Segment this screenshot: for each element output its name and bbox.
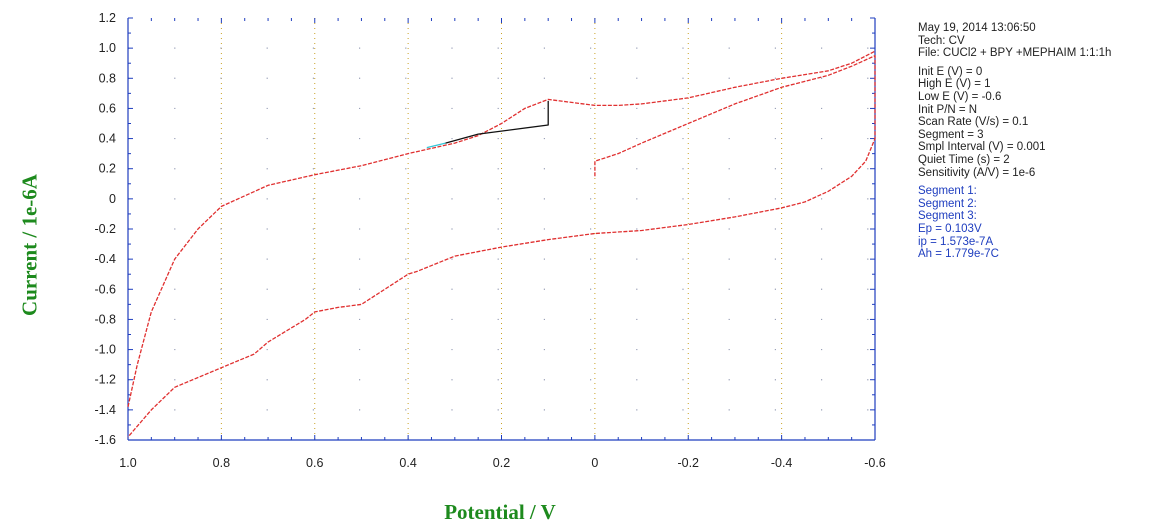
- info-param: High E (V) = 1: [918, 78, 991, 91]
- x-tick-label: 0: [591, 456, 598, 470]
- x-axis-label: Potential / V: [444, 500, 556, 524]
- y-tick-label: 0.6: [99, 101, 116, 115]
- y-tick-label: -1.4: [94, 403, 116, 417]
- info-date: May 19, 2014 13:06:50: [918, 22, 1036, 34]
- axis-layer: [127, 17, 876, 441]
- info-param: Init E (V) = 0: [918, 65, 983, 78]
- y-tick-label: 0.8: [99, 71, 116, 85]
- experiment-info-panel: May 19, 2014 13:06:50 Tech: CV File: CUC…: [918, 22, 1173, 261]
- series-layer: [127, 50, 876, 438]
- info-param: Scan Rate (V/s) = 0.1: [918, 116, 1029, 129]
- segment-info: Ep = 0.103V: [918, 222, 982, 235]
- info-tech: Tech: CV: [918, 34, 965, 47]
- y-tick-label: -0.4: [94, 252, 116, 266]
- x-tick-label: 0.8: [213, 456, 230, 470]
- y-tick-label: 0.4: [99, 132, 116, 146]
- y-tick-label: -0.6: [94, 282, 116, 296]
- y-tick-label: 1.2: [99, 11, 116, 25]
- series-line-3: [426, 142, 446, 149]
- x-tick-label: -0.2: [677, 456, 699, 470]
- info-param: Low E (V) = -0.6: [918, 90, 1002, 103]
- segment-info: ip = 1.573e-7A: [918, 235, 994, 248]
- x-tick-label: -0.4: [771, 456, 793, 470]
- y-tick-label: -1.2: [94, 373, 116, 387]
- y-tick-label: 0: [109, 192, 116, 206]
- info-file: File: CUCl2 + BPY +MEPHAIM 1:1:1h: [918, 47, 1112, 60]
- series-line-0: [127, 55, 876, 438]
- y-tick-label: -0.2: [94, 222, 116, 236]
- info-param: Segment = 3: [918, 128, 984, 141]
- info-param: Init P/N = N: [918, 103, 978, 116]
- x-tick-label: -0.6: [864, 456, 886, 470]
- grid-layer: [128, 18, 875, 440]
- y-tick-label: 1.0: [99, 41, 116, 55]
- info-param: Quiet Time (s) = 2: [918, 153, 1010, 166]
- x-tick-label: 0.4: [399, 456, 416, 470]
- x-tick-label: 0.6: [306, 456, 323, 470]
- segment-info: Segment 3:: [918, 210, 977, 223]
- y-tick-label: -1.0: [94, 343, 116, 357]
- x-tick-label: 0.2: [493, 456, 510, 470]
- x-tick-label: 1.0: [119, 456, 136, 470]
- segment-info: Ah = 1.779e-7C: [918, 248, 999, 261]
- y-tick-label: 0.2: [99, 162, 116, 176]
- series-line-1: [127, 50, 876, 407]
- y-axis-label: Current / 1e-6A: [17, 174, 42, 316]
- y-tick-label: -0.8: [94, 312, 116, 326]
- series-line-2: [445, 100, 549, 144]
- segment-info: Segment 2:: [918, 197, 977, 210]
- segment-info: Segment 1:: [918, 185, 977, 198]
- tick-labels: 1.2 1.0 0.8 0.6 0.4 0.2 0 -0.2 -0.4 -0.6 -0.8 -1.0 -…: [94, 11, 885, 470]
- y-tick-label: -1.6: [94, 433, 116, 447]
- info-param: Smpl Interval (V) = 0.001: [918, 141, 1046, 154]
- info-param: Sensitivity (A/V) = 1e-6: [918, 166, 1036, 179]
